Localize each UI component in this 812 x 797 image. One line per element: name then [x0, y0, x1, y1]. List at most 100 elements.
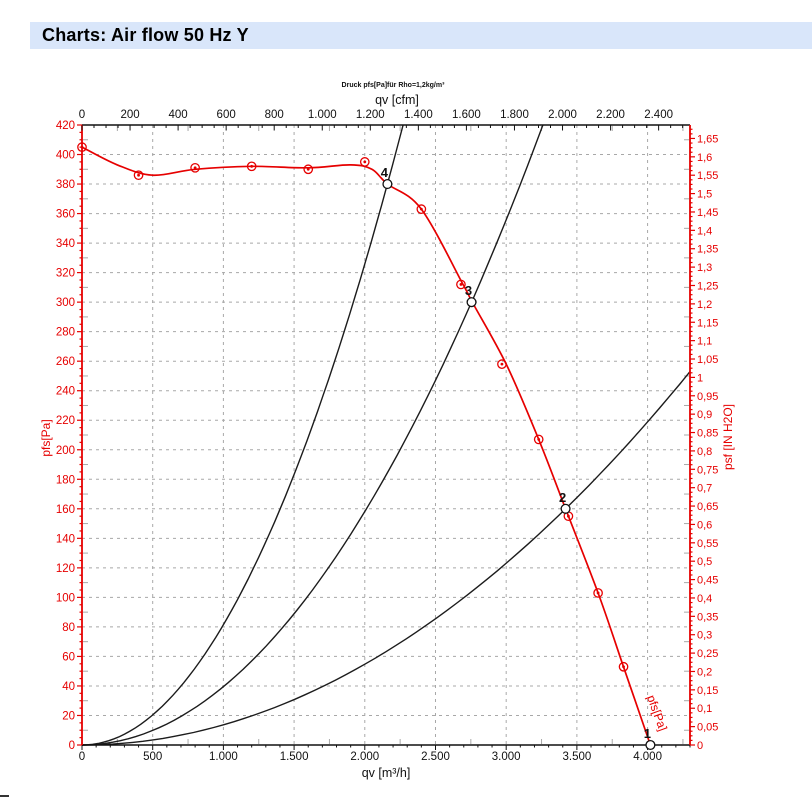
chart-area: 0 500 1.000 1.500 2.000 2.500 3.000 3.500 4.000 0… [0, 60, 812, 797]
top-axis-title: qv [cfm] [375, 93, 419, 107]
left-tick-label: 200 [56, 445, 75, 457]
left-tick-label: 400 [56, 150, 75, 162]
left-tick-label: 320 [56, 268, 75, 280]
left-tick-label: 260 [56, 356, 75, 368]
system-resistance-curve [81, 124, 544, 746]
operating-point [645, 739, 656, 751]
operating-point-label: 1 [644, 726, 651, 741]
top-tick-label: 600 [217, 109, 236, 121]
bottom-axis-title: qv [m³/h] [361, 766, 411, 780]
right-tick-label: 1,65 [697, 133, 718, 145]
fan-curve-marker-dot [567, 514, 570, 518]
left-tick-label: 240 [56, 386, 75, 398]
right-tick-label: 1,1 [697, 336, 712, 348]
right-tick-label: 0,15 [697, 685, 718, 697]
right-tick-label: 0,95 [697, 391, 718, 403]
right-tick-label: 0,45 [697, 575, 718, 587]
bottom-tick-label: 500 [143, 751, 162, 763]
operating-point [466, 297, 477, 308]
fan-curve-marker [416, 204, 427, 214]
top-tick-label: 2.000 [548, 109, 577, 121]
fan-curve-marker-dot [596, 591, 600, 595]
system-resistance-curve [81, 371, 691, 746]
top-tick-label: 1.000 [308, 109, 337, 121]
bottom-tick-label: 3.000 [492, 751, 521, 763]
top-tick-label: 2.400 [644, 109, 673, 121]
right-tick-label: 0,05 [697, 722, 718, 734]
right-tick-label: 0 [697, 740, 703, 752]
bottom-tick-label: 2.500 [421, 751, 450, 763]
top-tick-label: 200 [120, 109, 139, 121]
fan-curve-marker-dot [459, 283, 463, 286]
top-tick-label: 400 [169, 109, 188, 121]
bottom-tick-label: 4.000 [633, 751, 662, 763]
bottom-tick-label: 1.000 [209, 751, 238, 763]
left-tick-label: 160 [56, 504, 75, 516]
fan-curve [81, 146, 652, 746]
fan-curve-marker [359, 157, 370, 167]
page-title: Charts: Air flow 50 Hz Y [42, 25, 249, 45]
right-tick-label: 0,4 [697, 593, 712, 605]
right-tick-label: 0,65 [697, 501, 718, 513]
chart-subtitle: Druck pfs[Pa]für Rho=1,2kg/m³ [341, 82, 445, 89]
fan-curve-marker-dot [500, 362, 504, 366]
fan-curve-marker [303, 164, 314, 175]
right-tick-label: 0,1 [697, 703, 712, 715]
right-tick-label: 1,55 [697, 170, 718, 182]
right-tick-label: 1,5 [697, 189, 712, 201]
left-tick-label: 0 [69, 740, 75, 752]
right-tick-label: 0,9 [697, 409, 712, 421]
top-tick-label: 800 [265, 109, 284, 121]
left-tick-label: 180 [56, 474, 75, 486]
left-tick-label: 220 [56, 415, 75, 427]
left-tick-label: 380 [56, 179, 75, 191]
top-tick-label: 1.400 [404, 109, 433, 121]
operating-point-label: 2 [559, 490, 566, 505]
left-axis-title: pfs[Pa] [39, 419, 53, 457]
right-tick-label: 0,2 [697, 666, 712, 678]
top-tick-label: 1.600 [452, 109, 481, 121]
fan-curve-marker-dot [537, 438, 541, 441]
left-tick-label: 280 [56, 327, 75, 339]
right-tick-label: 1,25 [697, 280, 718, 292]
top-tick-label: 1.200 [356, 109, 385, 121]
operating-point [560, 503, 571, 514]
right-tick-label: 0,8 [697, 446, 712, 458]
fan-curve-marker-dot [419, 207, 423, 211]
right-tick-label: 0,6 [697, 519, 712, 531]
fan-curve-marker [133, 170, 144, 181]
right-tick-label: 0,55 [697, 538, 718, 550]
operating-point-label: 4 [381, 165, 389, 180]
right-tick-label: 1,45 [697, 207, 718, 219]
fan-curve-marker [593, 588, 603, 598]
right-tick-label: 0,85 [697, 428, 718, 440]
fan-curve-marker [246, 161, 257, 172]
left-tick-label: 60 [62, 651, 75, 663]
top-tick-label: 0 [79, 109, 85, 121]
fan-curve-marker [456, 279, 466, 290]
fan-curve-marker [497, 359, 507, 369]
right-tick-label: 1,4 [697, 225, 712, 237]
left-tick-label: 300 [56, 297, 75, 309]
right-tick-label: 1,6 [697, 152, 712, 164]
fan-curve-marker-dot [193, 166, 197, 170]
fan-curve-marker-dot [137, 173, 140, 177]
left-tick-label: 100 [56, 592, 75, 604]
system-resistance-curve [81, 124, 404, 746]
bottom-tick-label: 2.000 [350, 751, 379, 763]
right-tick-label: 0,7 [697, 483, 712, 495]
right-tick-label: 0,5 [697, 556, 712, 568]
fan-curve-marker-dot [622, 665, 625, 669]
right-tick-label: 0,25 [697, 648, 718, 660]
left-tick-label: 360 [56, 209, 75, 221]
fan-curve-marker [618, 661, 629, 672]
fan-curve-marker-dot [250, 164, 254, 168]
right-tick-label: 1,2 [697, 299, 712, 311]
right-axis-title: psf [IN H2O] [721, 403, 735, 471]
left-tick-label: 20 [62, 710, 75, 722]
fan-curve-marker-dot [306, 167, 310, 171]
left-tick-label: 340 [56, 238, 75, 250]
right-tick-label: 1,35 [697, 244, 718, 256]
left-tick-label: 40 [62, 681, 75, 693]
fan-curve-marker [190, 162, 200, 173]
